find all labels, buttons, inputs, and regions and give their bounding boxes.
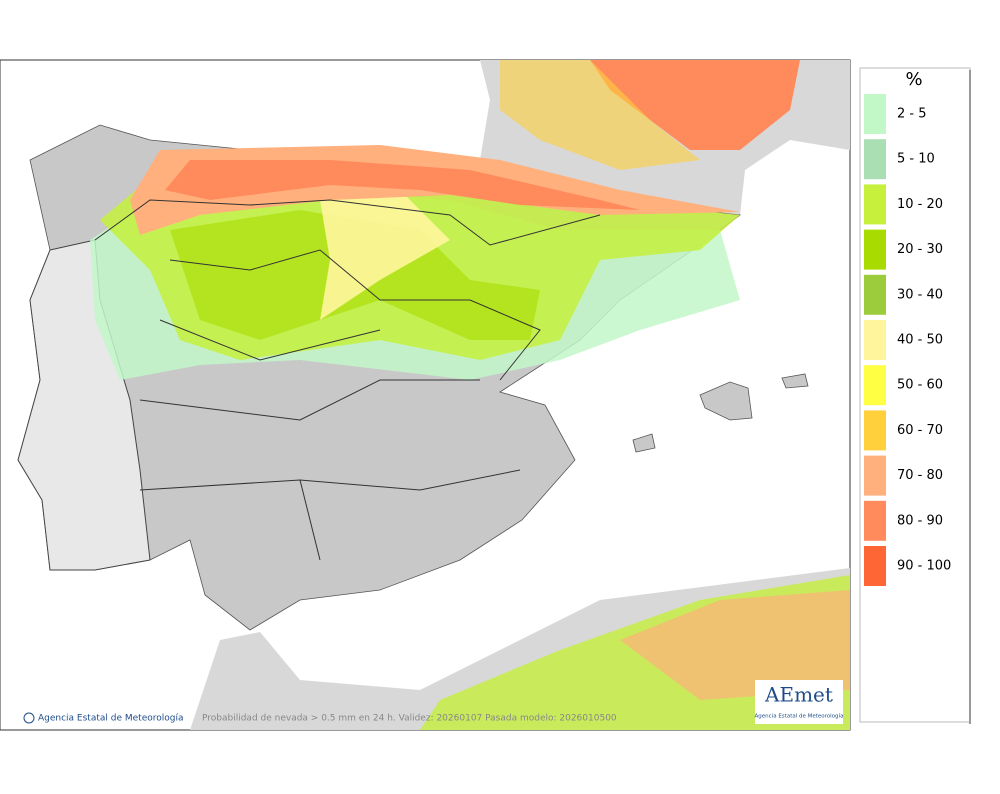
island-menorca bbox=[781, 373, 809, 389]
legend-swatch bbox=[864, 500, 886, 541]
credit: Agencia Estatal de Meteorología bbox=[38, 714, 184, 724]
region-borders bbox=[94, 199, 601, 561]
legend-label: 80 - 90 bbox=[897, 513, 943, 528]
legend-label: 10 - 20 bbox=[897, 197, 943, 212]
legend-swatch bbox=[864, 546, 886, 586]
legend-swatch bbox=[864, 184, 886, 225]
island-ibiza bbox=[632, 433, 656, 453]
legend-swatch bbox=[864, 455, 886, 496]
legend-swatch bbox=[864, 94, 886, 134]
legend-swatch bbox=[864, 274, 886, 315]
legend-label: 50 - 60 bbox=[897, 378, 943, 393]
field-80-90 bbox=[165, 160, 640, 210]
caption: Probabilidad de nevada > 0.5 mm en 24 h.… bbox=[202, 714, 617, 724]
legend-label: 60 - 70 bbox=[897, 423, 943, 438]
legend-label: 20 - 30 bbox=[897, 242, 943, 257]
legend-swatch bbox=[864, 410, 886, 451]
legend-swatch bbox=[864, 229, 886, 270]
map bbox=[0, 59, 851, 731]
legend-label: 5 - 10 bbox=[897, 152, 935, 167]
logo-name: AEmet bbox=[764, 683, 833, 707]
field-40-50 bbox=[320, 190, 450, 320]
field-atlas bbox=[620, 590, 850, 700]
field-france-high bbox=[590, 60, 800, 150]
field-france-mid bbox=[500, 60, 700, 170]
legend-label: 70 - 80 bbox=[897, 468, 943, 483]
legend-swatch bbox=[864, 365, 886, 406]
legend-label: 2 - 5 bbox=[897, 107, 927, 122]
legend-items: 2 - 5 5 - 10 10 - 20 20 - 30 30 - 40 40 - 50 5… bbox=[864, 94, 951, 586]
legend-label: 40 - 50 bbox=[897, 333, 943, 348]
logo-subtitle: Agencia Estatal de Meteorología bbox=[755, 713, 844, 720]
island-mallorca bbox=[699, 381, 753, 421]
copyright-icon bbox=[23, 712, 35, 724]
legend-swatch bbox=[864, 139, 886, 180]
logo-box bbox=[755, 680, 843, 724]
legend-unit: % bbox=[905, 69, 922, 90]
legend-label: 90 - 100 bbox=[897, 559, 951, 574]
legend-label: 30 - 40 bbox=[897, 287, 943, 302]
legend-swatch bbox=[864, 320, 886, 360]
